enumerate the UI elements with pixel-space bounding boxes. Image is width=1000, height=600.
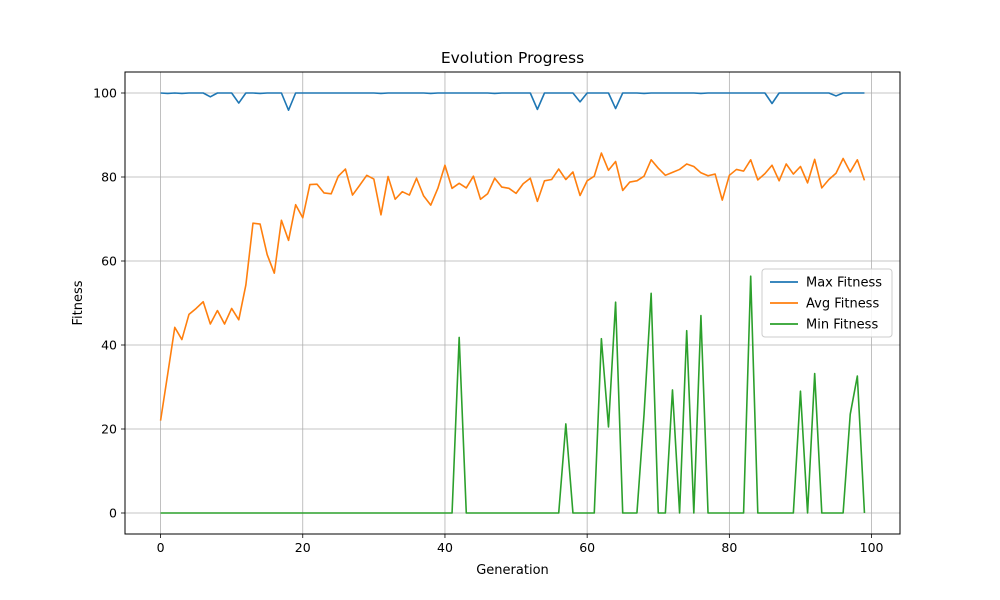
y-tick-label: 40 — [101, 338, 117, 353]
series-line-avg-fitness — [159, 152, 866, 421]
x-tick-label: 60 — [579, 540, 595, 555]
series-lines — [159, 92, 866, 514]
plot-frame — [124, 71, 901, 535]
x-tick-label: 100 — [860, 540, 884, 555]
axis-ticks: 0 20 40 60 80 100 0 20 40 60 80 100 — [93, 86, 883, 556]
series-line-min-fitness — [160, 275, 866, 514]
legend: Max Fitness Avg Fitness Min Fitness — [761, 268, 893, 338]
x-tick-label: 20 — [295, 540, 311, 555]
legend-label: Avg Fitness — [806, 297, 879, 312]
x-axis-label: Generation — [476, 563, 549, 578]
legend-box — [761, 268, 893, 338]
y-tick-label: 20 — [101, 422, 117, 437]
x-tick-label: 40 — [437, 540, 453, 555]
legend-label: Min Fitness — [806, 318, 878, 333]
legend-label: Max Fitness — [806, 276, 882, 291]
chart-title: Evolution Progress — [441, 49, 584, 67]
y-tick-label: 60 — [101, 254, 117, 269]
x-tick-label: 80 — [721, 540, 737, 555]
y-axis-label: Fitness — [71, 280, 86, 325]
y-tick-label: 80 — [101, 170, 117, 185]
y-tick-label: 100 — [93, 86, 117, 101]
series-line-max-fitness — [160, 92, 865, 112]
x-tick-label: 0 — [157, 540, 165, 555]
y-tick-label: 0 — [109, 506, 117, 521]
